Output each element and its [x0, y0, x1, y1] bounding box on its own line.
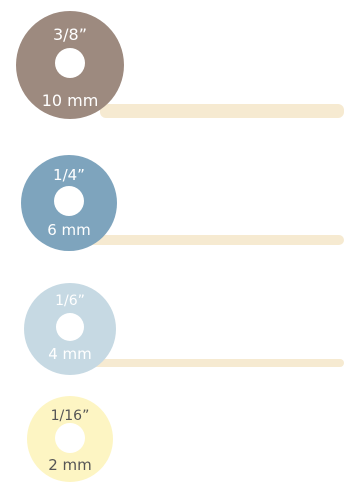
size-bar [84, 359, 344, 367]
size-bar [100, 104, 344, 118]
inch-label: 1/6” [55, 293, 85, 309]
size-row-4mm: 1/6” 4 mm [0, 270, 363, 375]
washer-hole [56, 313, 84, 341]
washer-disc: 1/16” 2 mm [27, 396, 113, 482]
mm-label: 6 mm [47, 221, 91, 239]
mm-label: 10 mm [41, 91, 99, 110]
washer-hole [54, 186, 84, 216]
mm-label: 2 mm [48, 456, 92, 474]
washer-hole [55, 48, 85, 78]
washer-disc: 1/4” 6 mm [21, 155, 117, 251]
washer-disc: 3/8” 10 mm [16, 11, 124, 119]
size-row-10mm: 3/8” 10 mm [0, 0, 363, 130]
mm-label: 4 mm [48, 345, 92, 363]
size-row-2mm: 1/16” 2 mm [0, 390, 363, 482]
inch-label: 3/8” [52, 25, 88, 44]
size-row-6mm: 1/4” 6 mm [0, 140, 363, 251]
inch-label: 1/4” [53, 166, 85, 184]
washer-hole [55, 423, 85, 453]
inch-label: 1/16” [50, 408, 90, 424]
washer-disc: 1/6” 4 mm [24, 283, 116, 375]
size-bar [82, 235, 344, 245]
